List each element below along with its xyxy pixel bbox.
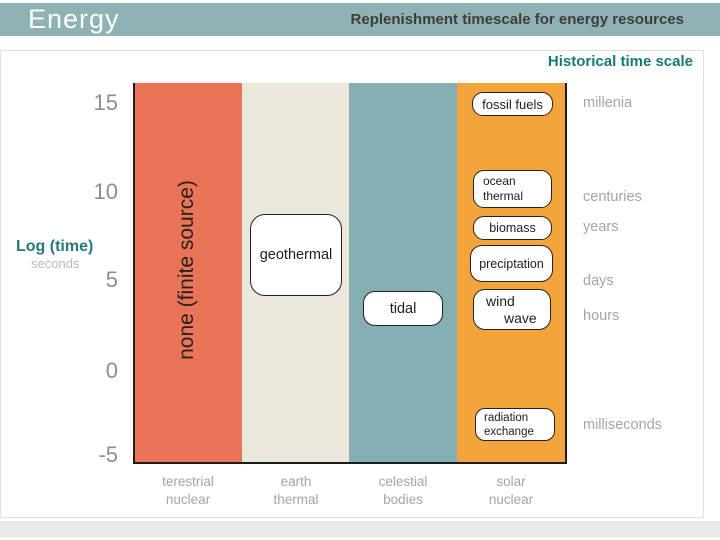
box-wind-wave-line2: wave — [504, 309, 537, 326]
right-axis-title: Historical time scale — [547, 53, 693, 70]
right-tick-hours: hours — [583, 308, 620, 324]
box-radiation-exchange: radiation exchange — [475, 408, 555, 441]
header-bar: Energy Replenishment timescale for energ… — [0, 3, 720, 36]
y-tick-neg5: -5 — [98, 442, 118, 467]
category-label-celestial-bodies: celestial bodies — [378, 474, 428, 507]
right-tick-years: years — [583, 219, 619, 235]
box-geothermal: geothermal — [250, 214, 342, 296]
category-label-earth-thermal: earth thermal — [273, 474, 319, 507]
column-celestial-bodies — [349, 83, 457, 462]
section-title: Energy — [28, 4, 120, 34]
box-ocean-thermal-line2: thermal — [483, 189, 524, 203]
category-label-solar-nuclear: solar nuclear — [488, 474, 534, 507]
box-fossil-fuels: fossil fuels — [472, 92, 553, 116]
box-wind-wave: wind wave — [473, 289, 551, 330]
box-ocean-thermal-line1: ocean — [483, 174, 516, 188]
box-ocean-thermal: ocean thermal — [473, 170, 552, 208]
y-tick-5: 5 — [105, 267, 118, 292]
column-terestrial-nuclear — [135, 83, 242, 462]
slide-title: Replenishment timescale for energy resou… — [350, 11, 684, 28]
box-radiation-exchange-line1: radiation — [484, 411, 529, 424]
y-tick-15: 15 — [93, 90, 118, 115]
finite-source-vertical-label: none (finite source) — [175, 180, 198, 360]
right-tick-milliseconds: milliseconds — [583, 417, 662, 433]
right-tick-millenia: millenia — [583, 95, 633, 111]
right-tick-centuries: centuries — [583, 189, 642, 205]
right-tick-days: days — [583, 273, 614, 289]
y-axis-unit: seconds — [31, 256, 80, 271]
box-wind-wave-line1: wind — [486, 292, 515, 309]
box-biomass: biomass — [473, 216, 552, 240]
category-label-terestrial-nuclear: terestrial nuclear — [162, 474, 214, 507]
y-axis-label: Log (time) — [16, 238, 94, 255]
box-radiation-exchange-line2: exchange — [484, 425, 534, 438]
box-preciptation: preciptation — [470, 245, 553, 282]
y-tick-0: 0 — [105, 358, 118, 383]
box-tidal: tidal — [363, 291, 443, 326]
y-tick-10: 10 — [93, 179, 118, 204]
bottom-strip — [0, 521, 720, 537]
